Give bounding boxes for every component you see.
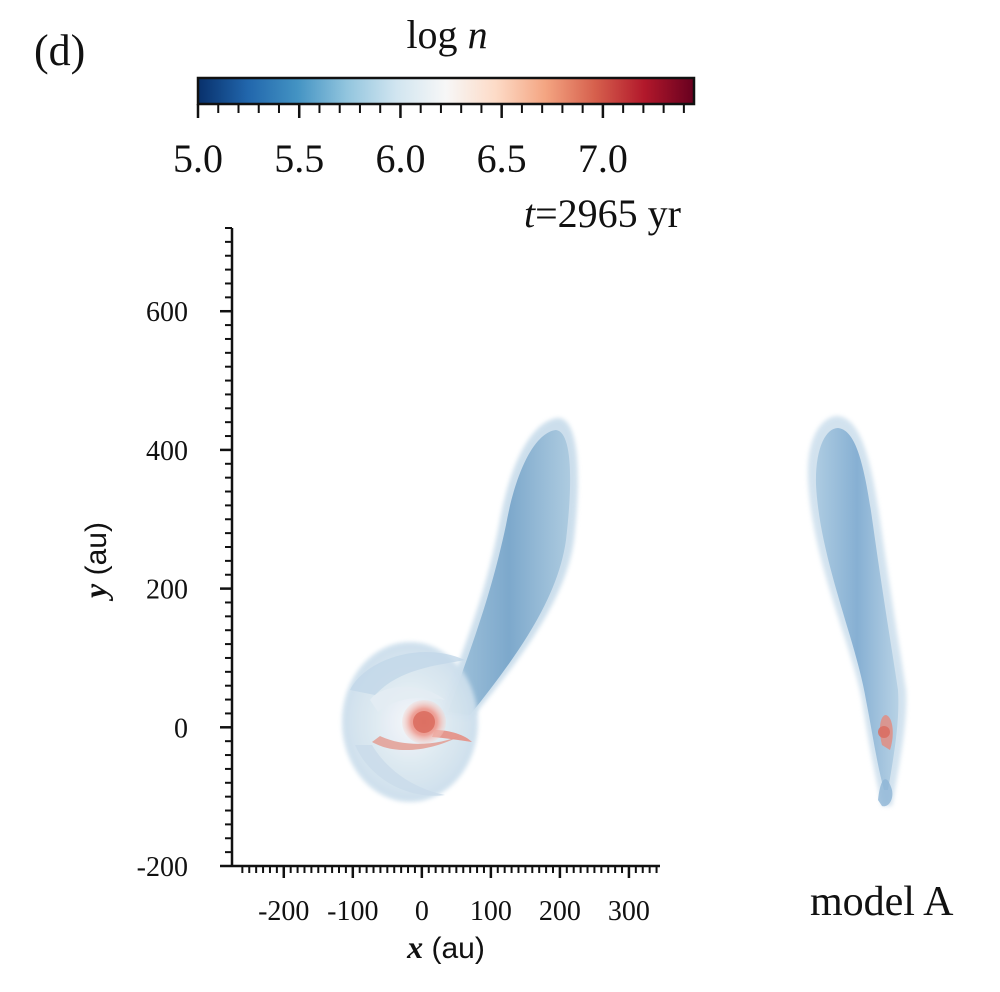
y-axis-label-var: y xyxy=(77,583,113,602)
colorbar-label-var: n xyxy=(468,12,488,57)
x-axis-label-var: x xyxy=(406,929,423,965)
y-axis-label: y (au) xyxy=(77,522,113,602)
x-tick-label: -100 xyxy=(327,896,378,927)
model-label: model A xyxy=(810,879,954,925)
colorbar-tick-label: 6.0 xyxy=(375,136,425,181)
x-axis-label-unit: (au) xyxy=(423,932,485,965)
x-tick-label: 0 xyxy=(415,896,429,927)
x-tick-label: 300 xyxy=(608,896,650,927)
outflow-lobe xyxy=(440,418,578,720)
colorbar-tick-label: 5.5 xyxy=(274,136,324,181)
colorbar-tick-label: 7.0 xyxy=(578,136,628,181)
y-tick-label: 600 xyxy=(146,297,188,328)
colorbar-tick-label: 6.5 xyxy=(477,136,527,181)
x-tick-label: 200 xyxy=(539,896,581,927)
colorbar-tick-label: 5.0 xyxy=(173,136,223,181)
colorbar: log n 5.0 5.5 6.0 6.5 7.0 xyxy=(173,12,696,181)
x-axis-label: x (au) xyxy=(406,929,485,965)
colorbar-ticks: 5.0 5.5 6.0 6.5 7.0 xyxy=(173,104,685,181)
time-label-text: =2965 yr xyxy=(535,191,681,236)
y-tick-label: 0 xyxy=(174,713,188,744)
y-tick-label: 400 xyxy=(146,436,188,467)
time-label: t=2965 yr xyxy=(524,191,681,236)
axes: -200 0 200 400 600 -200 -100 0 100 200 300 x (au)… xyxy=(77,227,660,965)
colorbar-bar xyxy=(196,76,696,106)
colorbar-label-prefix: log xyxy=(406,12,467,57)
y-ticks: -200 0 200 400 600 xyxy=(137,227,232,883)
x-ticks: -200 -100 0 100 200 300 xyxy=(241,866,658,927)
y-tick-label: -200 xyxy=(137,852,188,883)
density-map xyxy=(342,418,578,802)
disk xyxy=(342,642,478,802)
side-view-map xyxy=(807,416,907,807)
colorbar-label: log n xyxy=(406,12,487,57)
x-tick-label: 100 xyxy=(470,896,512,927)
panel-label: (d) xyxy=(34,26,85,75)
y-tick-label: 200 xyxy=(146,575,188,606)
x-tick-label: -200 xyxy=(258,896,309,927)
y-axis-label-unit: (au) xyxy=(80,522,113,584)
time-label-var: t xyxy=(524,191,536,236)
